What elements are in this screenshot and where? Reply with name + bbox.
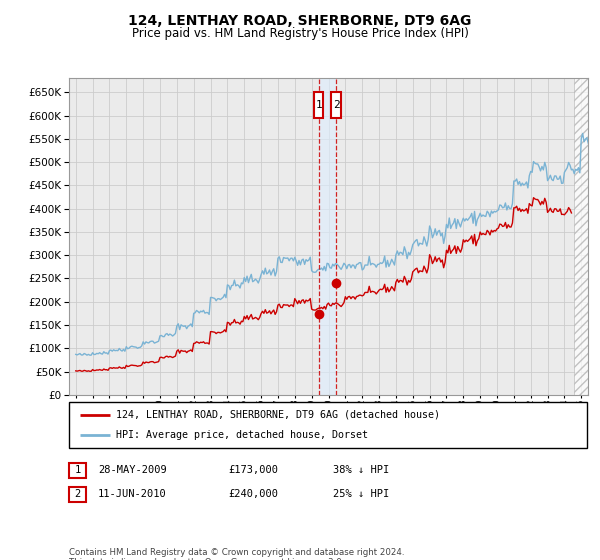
Text: 38% ↓ HPI: 38% ↓ HPI xyxy=(333,465,389,475)
Text: 124, LENTHAY ROAD, SHERBORNE, DT9 6AG: 124, LENTHAY ROAD, SHERBORNE, DT9 6AG xyxy=(128,14,472,28)
Text: 2: 2 xyxy=(74,489,80,500)
FancyBboxPatch shape xyxy=(314,92,323,118)
FancyBboxPatch shape xyxy=(331,92,341,118)
Text: 124, LENTHAY ROAD, SHERBORNE, DT9 6AG (detached house): 124, LENTHAY ROAD, SHERBORNE, DT9 6AG (d… xyxy=(116,410,440,420)
Text: Contains HM Land Registry data © Crown copyright and database right 2024.
This d: Contains HM Land Registry data © Crown c… xyxy=(69,548,404,560)
Text: 28-MAY-2009: 28-MAY-2009 xyxy=(98,465,167,475)
Text: 2: 2 xyxy=(333,100,340,110)
Text: 11-JUN-2010: 11-JUN-2010 xyxy=(98,489,167,500)
Text: 25% ↓ HPI: 25% ↓ HPI xyxy=(333,489,389,500)
Text: £240,000: £240,000 xyxy=(228,489,278,500)
Text: £173,000: £173,000 xyxy=(228,465,278,475)
Text: 1: 1 xyxy=(316,100,322,110)
Text: Price paid vs. HM Land Registry's House Price Index (HPI): Price paid vs. HM Land Registry's House … xyxy=(131,27,469,40)
Text: HPI: Average price, detached house, Dorset: HPI: Average price, detached house, Dors… xyxy=(116,430,368,440)
Text: 1: 1 xyxy=(74,465,80,475)
